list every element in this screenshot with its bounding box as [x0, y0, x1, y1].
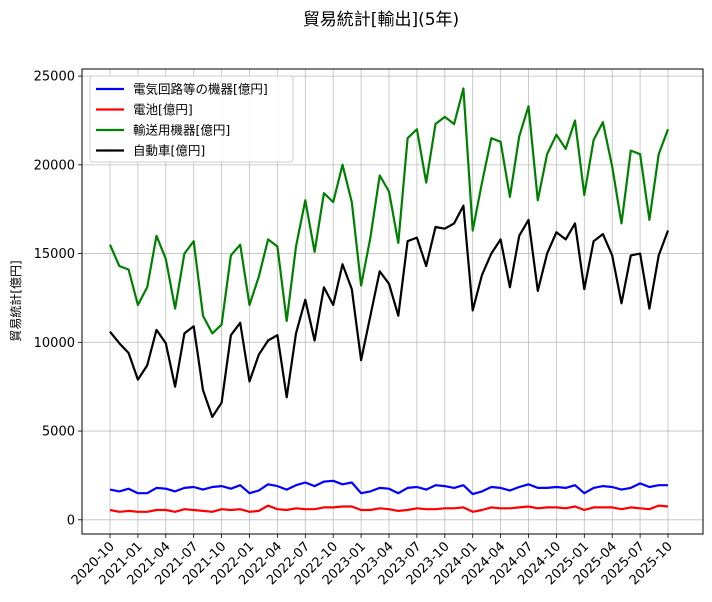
- legend-box: [89, 75, 294, 163]
- y-axis: 0 5000 10000 15000 20000 25000: [34, 70, 82, 528]
- y-tick-label: 25000: [34, 70, 75, 85]
- y-tick-label: 0: [67, 513, 75, 528]
- y-tick-label: 5000: [42, 425, 75, 440]
- y-tick-label: 20000: [34, 158, 75, 173]
- plot-frame: [81, 68, 704, 535]
- series-line-2: [108, 87, 670, 335]
- legend-label: 輸送用機器[億円]: [133, 123, 230, 138]
- y-axis-label: 貿易統計[億円]: [8, 260, 23, 341]
- y-tick-label: 15000: [34, 247, 75, 262]
- legend: 電気回路等の機器[億円] 電池[億円] 輸送用機器[億円] 自動車[億円]: [89, 75, 294, 163]
- legend-label: 自動車[億円]: [133, 143, 205, 158]
- x-axis: 2020-102021-012021-042021-072021-102022-…: [69, 534, 676, 588]
- series-lines: [108, 87, 670, 513]
- series-line-3: [109, 204, 670, 418]
- series-line-1: [109, 504, 669, 513]
- y-tick-label: 10000: [34, 336, 75, 351]
- legend-label: 電気回路等の機器[億円]: [133, 82, 268, 97]
- series-line-0: [109, 479, 668, 496]
- chart-title: 貿易統計[輸出](5年): [303, 10, 459, 30]
- legend-label: 電池[億円]: [133, 102, 193, 117]
